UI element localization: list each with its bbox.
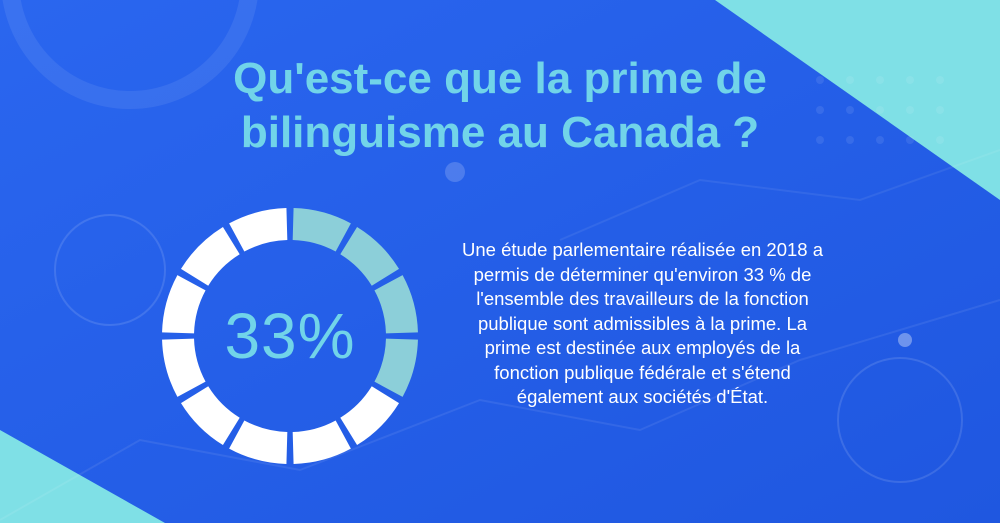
- donut-segment: [340, 386, 400, 446]
- description-text: Une étude parlementaire réalisée en 2018…: [462, 239, 823, 407]
- donut-segment-highlighted: [292, 208, 351, 252]
- title-line-2: bilinguisme au Canada ?: [240, 108, 760, 157]
- donut-segment-highlighted: [374, 338, 418, 397]
- donut-segment: [162, 338, 206, 397]
- donut-segment: [229, 208, 288, 252]
- donut-segment-highlighted: [340, 226, 400, 286]
- title-line-1: Qu'est-ce que la prime de: [233, 54, 767, 103]
- donut-segment: [292, 420, 351, 464]
- donut-segment: [180, 226, 240, 286]
- donut-segment: [162, 275, 206, 334]
- page-title: Qu'est-ce que la prime de bilinguisme au…: [0, 52, 1000, 160]
- donut-segment: [180, 386, 240, 446]
- donut-segment-highlighted: [374, 275, 418, 334]
- percent-value: 33%: [224, 300, 356, 372]
- donut-chart: [150, 196, 430, 476]
- donut-segment: [229, 420, 288, 464]
